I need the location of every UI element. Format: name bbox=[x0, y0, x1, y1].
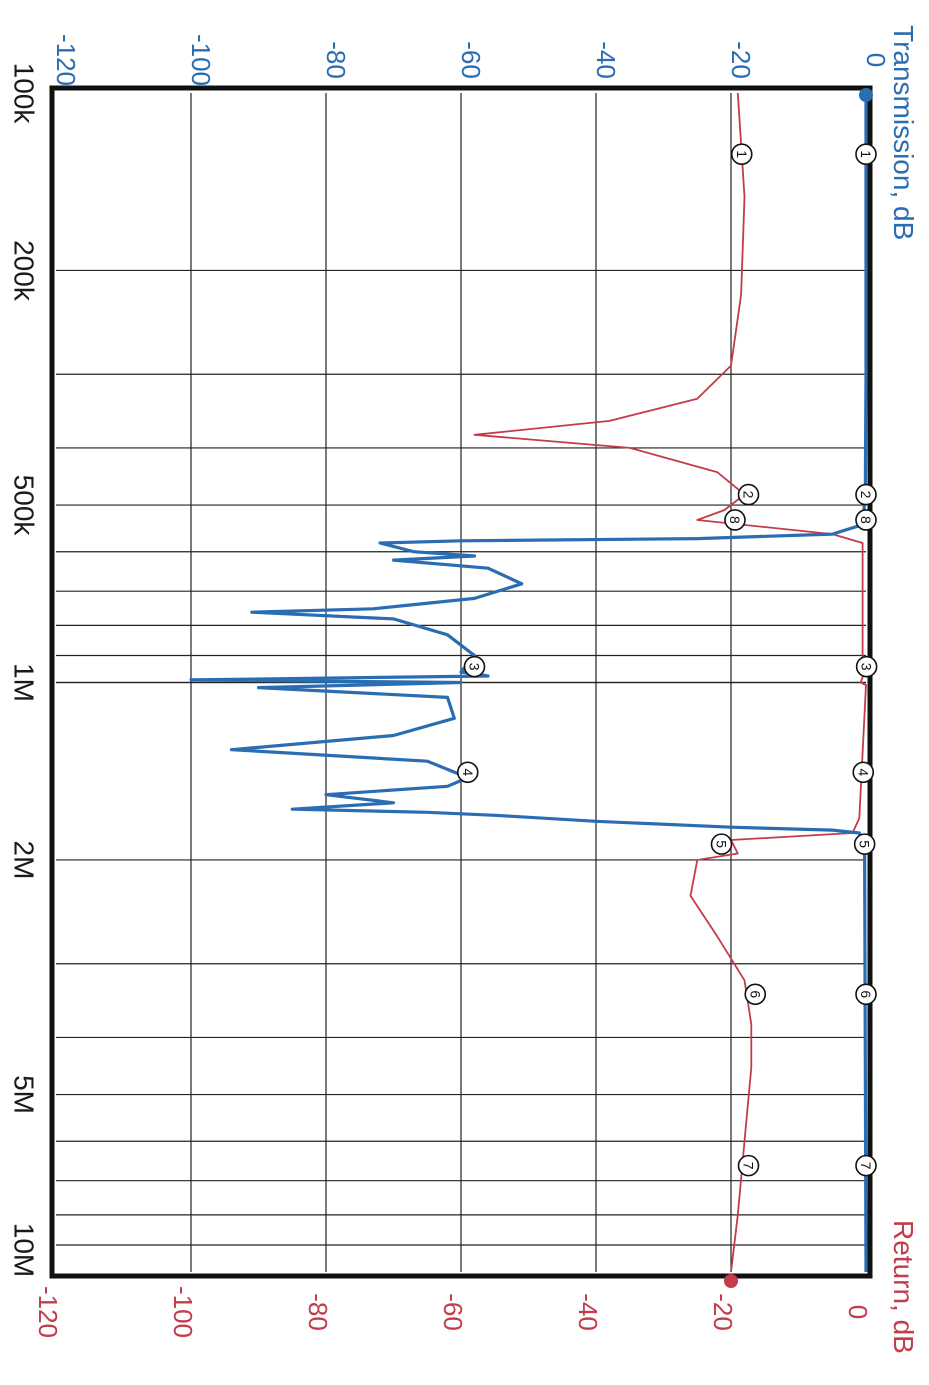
transmission-tick-label: -40 bbox=[591, 41, 621, 79]
return-marker: 4 bbox=[852, 761, 875, 784]
return-marker-label: 1 bbox=[734, 150, 750, 158]
transmission-start-dot bbox=[859, 88, 873, 102]
transmission-marker: 2 bbox=[855, 483, 877, 506]
return-marker-circle bbox=[737, 483, 760, 506]
return-marker-label: 2 bbox=[741, 491, 757, 499]
return-axis-title: Return, dB bbox=[888, 1220, 919, 1354]
transmission-tick-label: -100 bbox=[186, 34, 216, 86]
markers: 1 1 2 2 8 8 3 3 4 4 5 5 6 6 7 7 bbox=[456, 88, 878, 1288]
frequency-tick-label: 500k bbox=[8, 475, 39, 537]
transmission-marker: 5 bbox=[853, 833, 876, 855]
transmission-marker-label: 4 bbox=[460, 768, 476, 776]
transmission-marker-circle bbox=[463, 655, 486, 678]
return-marker-circle bbox=[724, 509, 746, 531]
grid-lines bbox=[56, 93, 866, 1272]
return-marker-label: 5 bbox=[714, 840, 730, 848]
transmission-marker-label: 2 bbox=[858, 491, 874, 499]
transmission-axis-title: Transmission, dB bbox=[888, 25, 919, 240]
return-end-dot bbox=[724, 1274, 738, 1288]
transmission-marker: 4 bbox=[456, 761, 479, 784]
frequency-tick-label: 1M bbox=[9, 663, 40, 702]
return-marker: 7 bbox=[737, 1154, 760, 1177]
transmission-marker-label: 6 bbox=[858, 990, 874, 998]
return-marker-label: 4 bbox=[855, 768, 871, 776]
return-tick-label: -60 bbox=[438, 1293, 468, 1331]
return-marker-label: 7 bbox=[741, 1162, 757, 1170]
transmission-marker-label: 1 bbox=[858, 150, 874, 158]
return-tick-label: 0 bbox=[843, 1305, 873, 1319]
transmission-marker-label: 3 bbox=[467, 663, 483, 671]
transmission-marker-label: 8 bbox=[858, 516, 874, 524]
return-marker-circle bbox=[744, 983, 767, 1006]
return-marker: 1 bbox=[730, 143, 753, 165]
transmission-marker-circle bbox=[855, 509, 877, 531]
transmission-marker: 3 bbox=[463, 655, 486, 678]
return-marker-label: 6 bbox=[747, 990, 763, 998]
tick-labels: 0 -20 -40 -60 -80 -100 -120 0 -20 -40 -60 -80 -100 -1… bbox=[8, 34, 891, 1338]
series-lines bbox=[189, 92, 868, 1273]
transmission-tick-label: -80 bbox=[321, 41, 351, 79]
return-marker-circle bbox=[710, 833, 733, 855]
frequency-tick-label: 2M bbox=[9, 841, 40, 880]
transmission-marker-circle bbox=[456, 761, 479, 784]
transmission-marker-circle bbox=[855, 983, 877, 1006]
frequency-tick-label: 10M bbox=[9, 1223, 40, 1277]
return-marker: 5 bbox=[710, 833, 733, 855]
return-marker-circle bbox=[852, 761, 875, 784]
plot-frame bbox=[49, 85, 873, 1279]
transmission-marker-label: 7 bbox=[858, 1162, 874, 1170]
transmission-marker-circle bbox=[855, 483, 877, 506]
frequency-tick-label: 100k bbox=[9, 63, 40, 125]
transmission-marker-circle bbox=[855, 143, 877, 165]
return-tick-label: -100 bbox=[168, 1286, 198, 1338]
transmission-marker: 6 bbox=[855, 983, 877, 1006]
frequency-tick-label: 200k bbox=[9, 240, 40, 302]
return-tick-label: -80 bbox=[303, 1293, 333, 1331]
return-marker-circle bbox=[855, 655, 878, 678]
return-marker: 6 bbox=[744, 983, 767, 1006]
transmission-marker: 1 bbox=[855, 143, 877, 165]
transmission-tick-label: -60 bbox=[456, 41, 486, 79]
transmission-tick-label: -120 bbox=[51, 34, 81, 86]
transmission-marker-circle bbox=[855, 1154, 877, 1177]
frequency-tick-label: 5M bbox=[9, 1075, 40, 1114]
return-tick-label: -40 bbox=[573, 1293, 603, 1331]
return-tick-label: -120 bbox=[33, 1286, 63, 1338]
return-marker-label: 8 bbox=[727, 516, 743, 524]
transmission-tick-label: 0 bbox=[861, 53, 891, 67]
return-series-line bbox=[473, 92, 867, 1273]
transmission-marker-circle bbox=[853, 833, 876, 855]
transmission-marker-label: 5 bbox=[857, 840, 873, 848]
transmission-marker: 8 bbox=[855, 509, 877, 531]
transmission-marker: 7 bbox=[855, 1154, 877, 1177]
return-marker: 2 bbox=[737, 483, 760, 506]
return-marker-circle bbox=[737, 1154, 760, 1177]
transmission-series-line bbox=[189, 93, 868, 1273]
return-marker: 8 bbox=[724, 509, 746, 531]
return-marker: 3 bbox=[855, 655, 878, 678]
return-marker-label: 3 bbox=[859, 663, 875, 671]
return-tick-label: -20 bbox=[708, 1293, 738, 1331]
transmission-tick-label: -20 bbox=[726, 41, 756, 79]
return-marker-circle bbox=[730, 143, 753, 165]
